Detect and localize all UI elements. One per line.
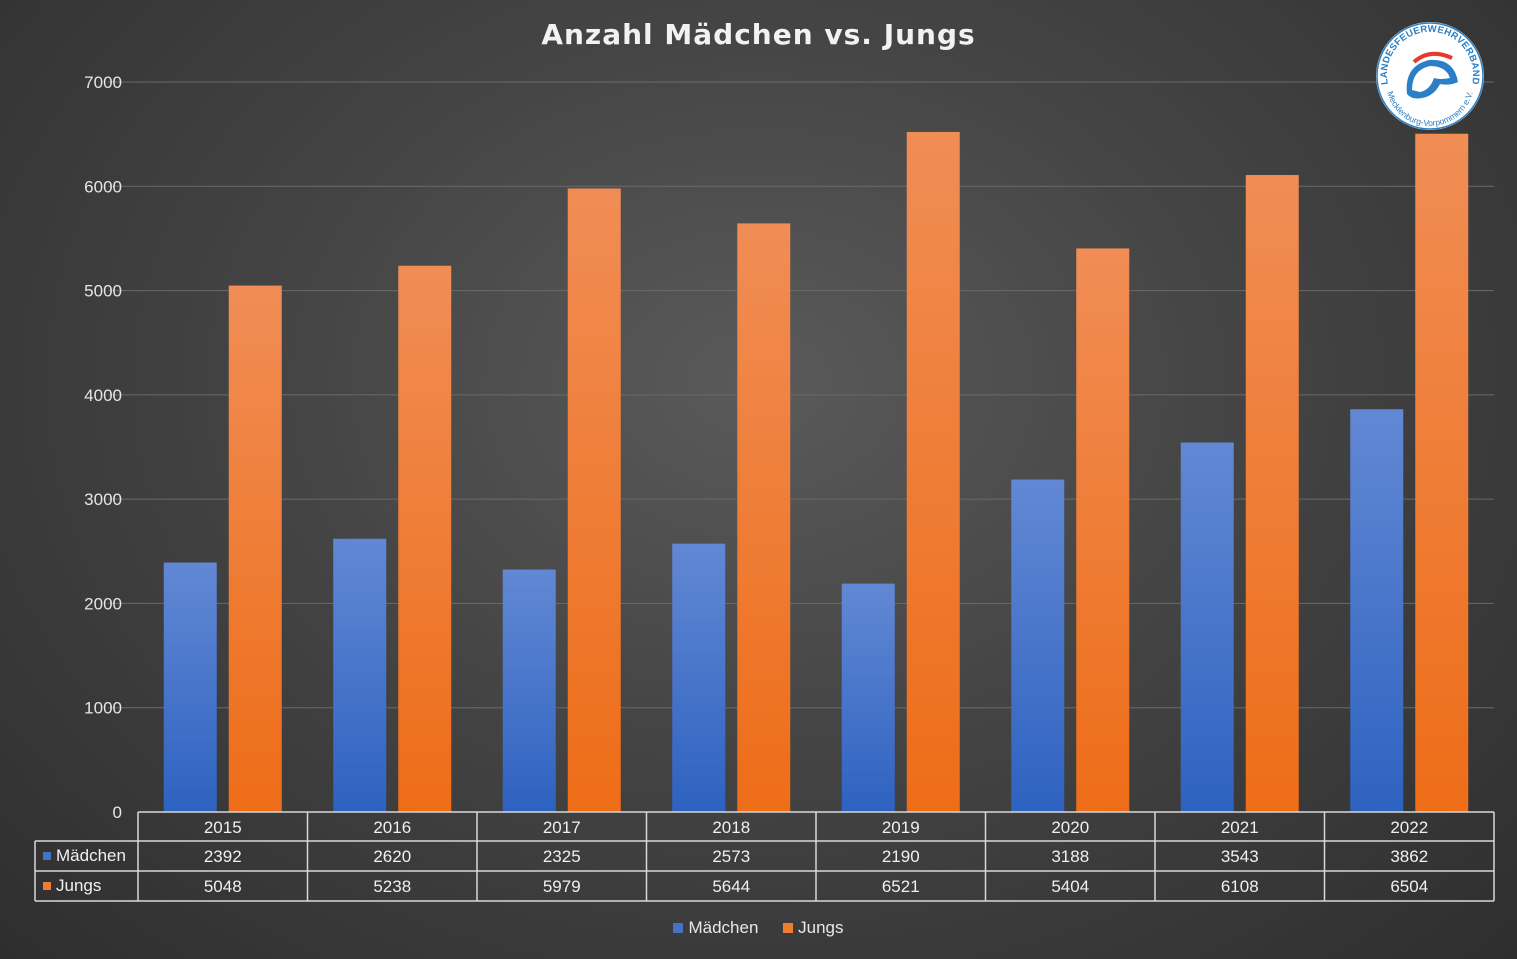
data-label-maedchen-2021: 3543 <box>1221 847 1259 866</box>
bar-maedchen-2016 <box>333 538 387 812</box>
table-swatch-jungs <box>43 882 51 890</box>
y-tick-label-0: 0 <box>113 803 122 822</box>
x-tick-label-2018: 2018 <box>712 818 750 837</box>
x-tick-label-2019: 2019 <box>882 818 920 837</box>
bar-jungs-2020 <box>1076 248 1130 812</box>
bar-jungs-2018 <box>737 223 791 812</box>
data-label-maedchen-2017: 2325 <box>543 847 581 866</box>
bar-maedchen-2018 <box>672 543 726 812</box>
x-tick-label-2021: 2021 <box>1221 818 1259 837</box>
bar-maedchen-2022 <box>1350 409 1404 812</box>
legend-label-maedchen: Mädchen <box>688 918 759 937</box>
data-label-jungs-2022: 6504 <box>1390 877 1428 896</box>
data-label-jungs-2018: 5644 <box>712 877 750 896</box>
chart-title: Anzahl Mädchen vs. Jungs <box>541 18 976 51</box>
bar-jungs-2022 <box>1415 133 1469 812</box>
data-label-jungs-2019: 6521 <box>882 877 920 896</box>
legend-item-maedchen: Mädchen <box>673 918 758 938</box>
x-tick-label-2017: 2017 <box>543 818 581 837</box>
y-tick-label-4000: 4000 <box>84 386 122 405</box>
bar-jungs-2017 <box>567 188 621 812</box>
table-swatch-maedchen <box>43 852 51 860</box>
data-label-jungs-2015: 5048 <box>204 877 242 896</box>
x-tick-label-2015: 2015 <box>204 818 242 837</box>
data-label-maedchen-2016: 2620 <box>373 847 411 866</box>
data-label-jungs-2016: 5238 <box>373 877 411 896</box>
landesfeuerwehrverband-logo: LANDESFEUERWEHRVERBAND Mecklenburg-Vorpo… <box>1374 20 1486 132</box>
chart-legend: Mädchen Jungs <box>0 918 1517 938</box>
data-label-jungs-2017: 5979 <box>543 877 581 896</box>
data-label-maedchen-2019: 2190 <box>882 847 920 866</box>
bar-jungs-2015 <box>228 285 282 813</box>
legend-swatch-maedchen <box>673 922 684 933</box>
data-label-maedchen-2018: 2573 <box>712 847 750 866</box>
bar-maedchen-2017 <box>502 569 556 812</box>
y-tick-label-2000: 2000 <box>84 594 122 613</box>
y-tick-label-3000: 3000 <box>84 490 122 509</box>
legend-swatch-jungs <box>783 922 794 933</box>
bar-jungs-2019 <box>906 131 960 812</box>
data-label-jungs-2021: 6108 <box>1221 877 1259 896</box>
bar-maedchen-2021 <box>1180 442 1234 812</box>
y-tick-label-7000: 7000 <box>84 73 122 92</box>
x-tick-label-2016: 2016 <box>373 818 411 837</box>
bar-maedchen-2020 <box>1011 479 1065 812</box>
data-label-maedchen-2015: 2392 <box>204 847 242 866</box>
bar-jungs-2021 <box>1245 175 1299 813</box>
legend-label-jungs: Jungs <box>798 918 844 937</box>
y-tick-label-5000: 5000 <box>84 282 122 301</box>
legend-item-jungs: Jungs <box>783 918 844 938</box>
x-tick-label-2022: 2022 <box>1390 818 1428 837</box>
y-tick-label-6000: 6000 <box>84 177 122 196</box>
bar-jungs-2016 <box>398 265 452 812</box>
bar-maedchen-2019 <box>841 583 895 812</box>
data-label-maedchen-2020: 3188 <box>1051 847 1089 866</box>
y-tick-label-1000: 1000 <box>84 699 122 718</box>
x-tick-label-2020: 2020 <box>1051 818 1089 837</box>
data-label-jungs-2020: 5404 <box>1051 877 1089 896</box>
table-row-label-jungs: Jungs <box>56 876 101 895</box>
data-label-maedchen-2022: 3862 <box>1390 847 1428 866</box>
bar-maedchen-2015 <box>163 562 217 812</box>
table-row-label-maedchen: Mädchen <box>56 846 126 865</box>
